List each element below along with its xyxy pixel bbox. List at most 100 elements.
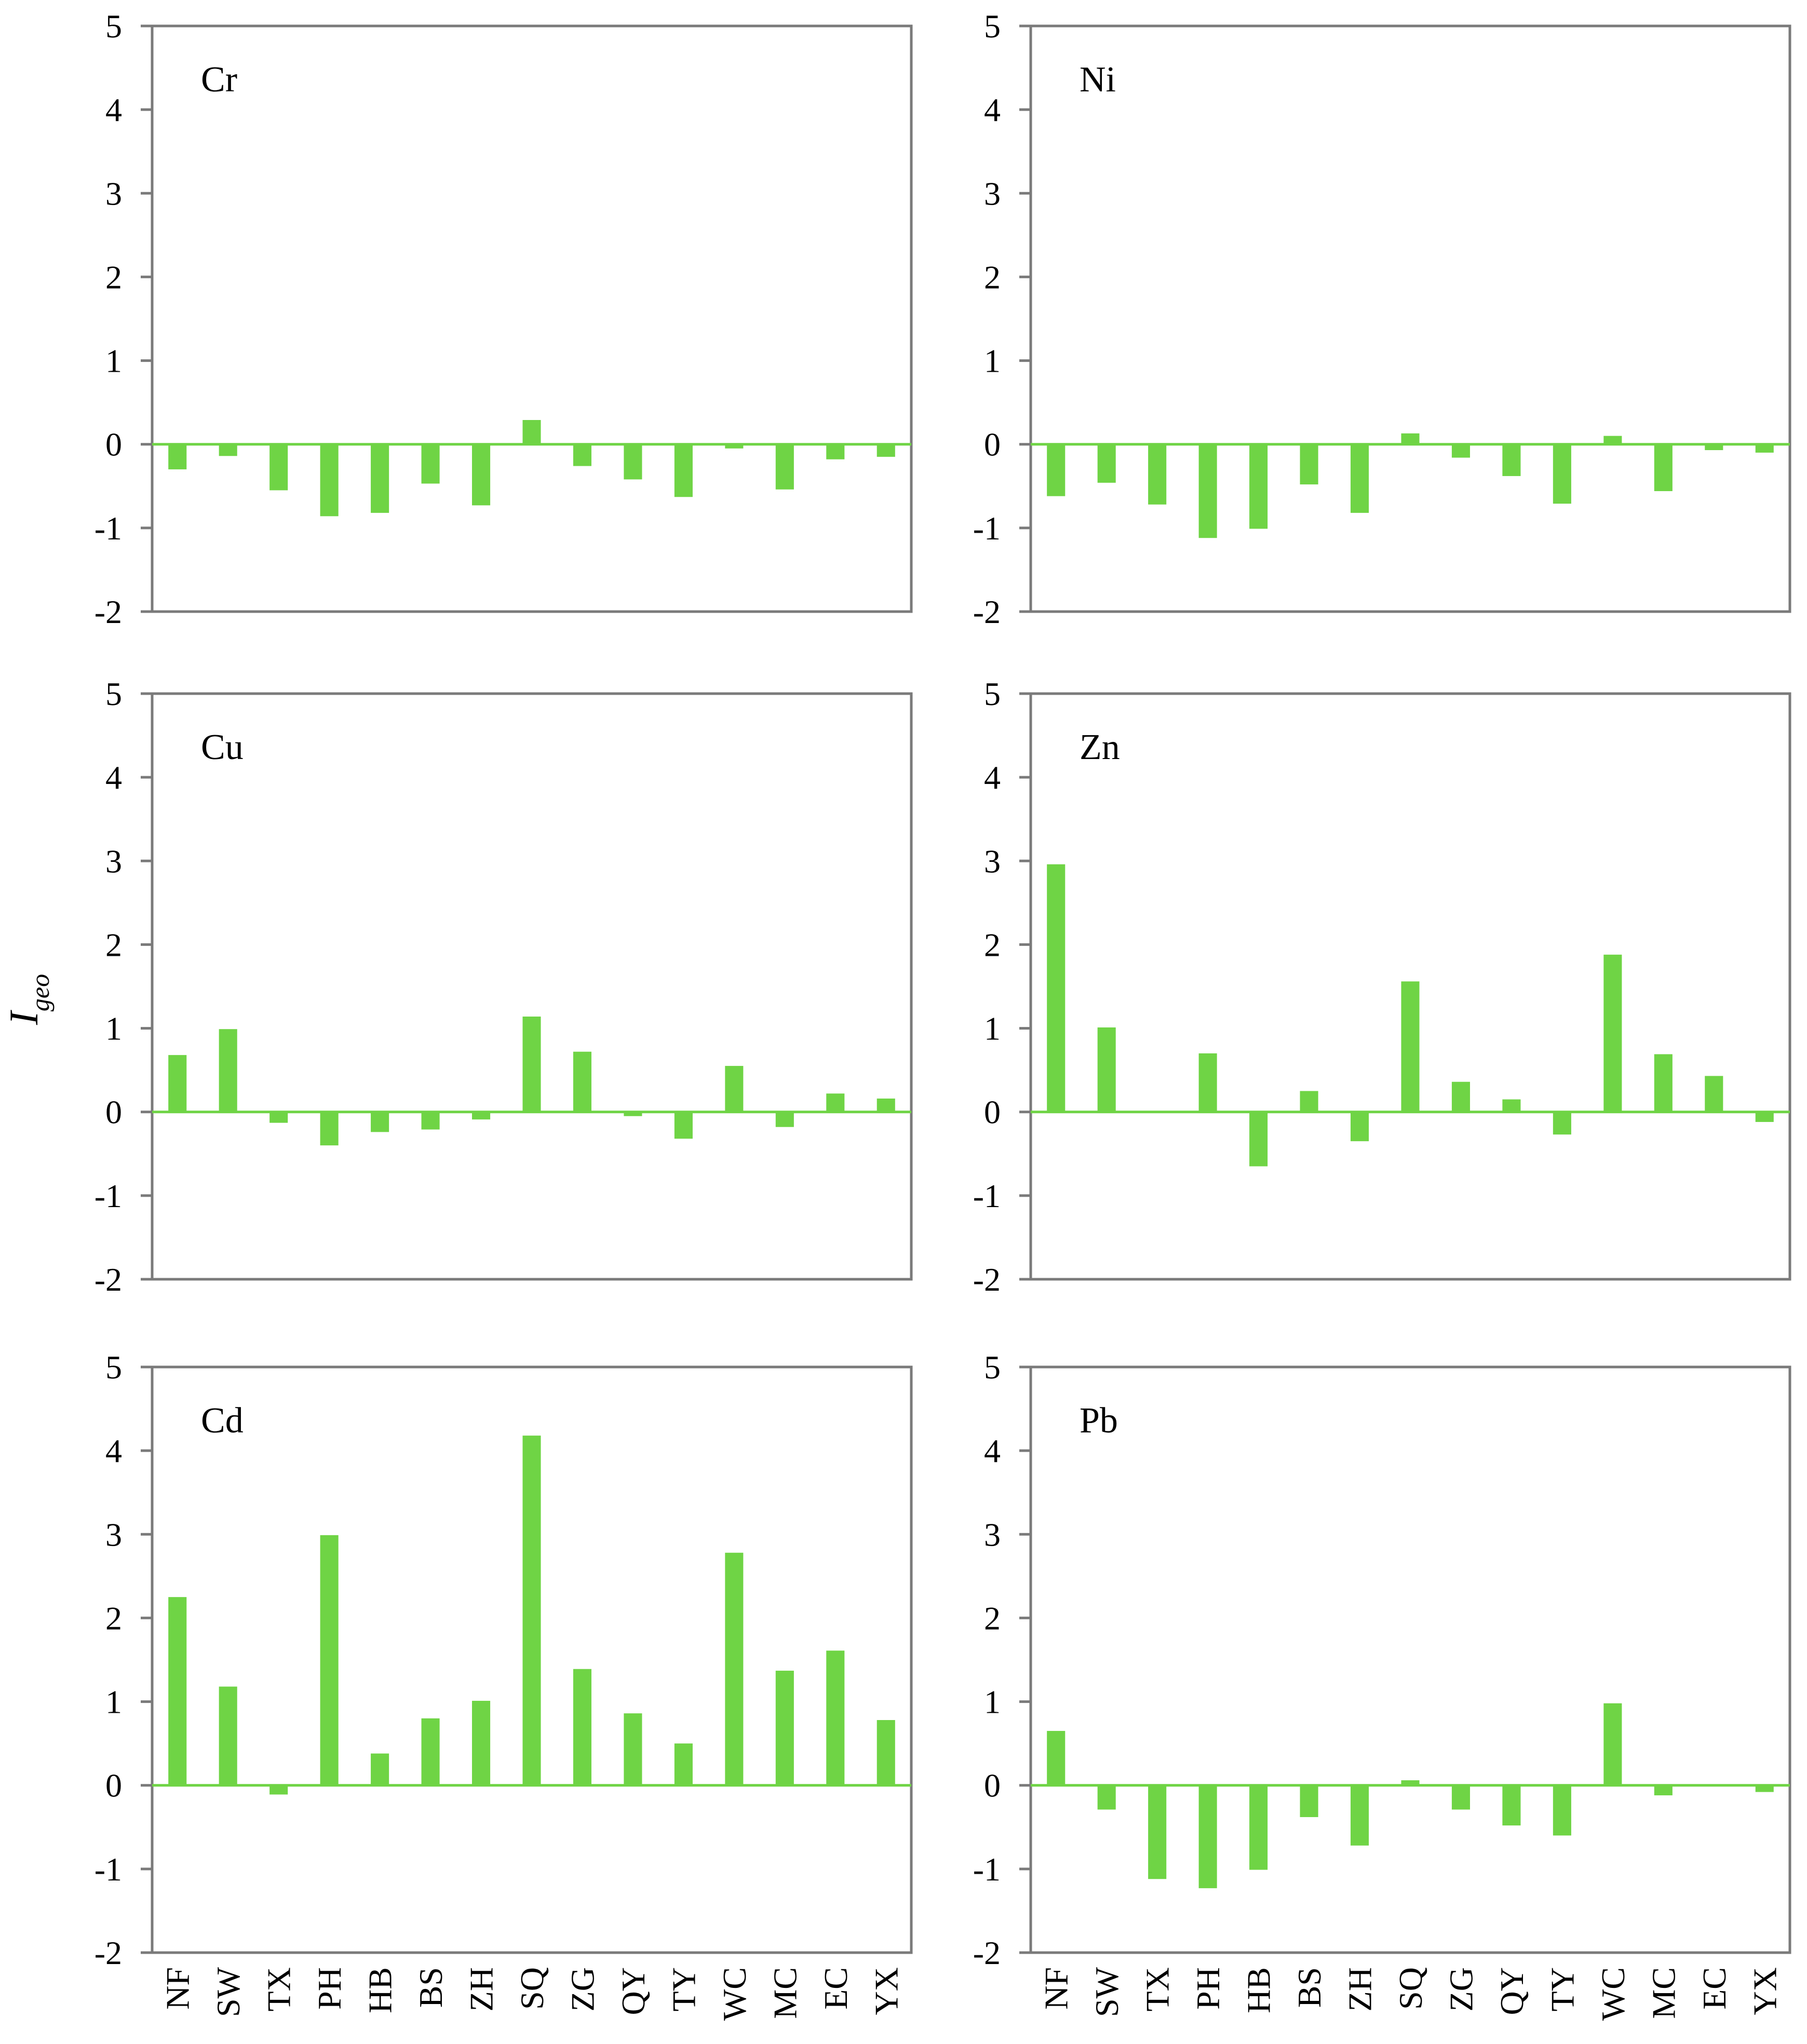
bar-nf — [168, 1055, 187, 1112]
y-tick-label: -1 — [973, 1177, 1001, 1214]
bar-qy — [1502, 1099, 1521, 1112]
panel-title: Pb — [1080, 1401, 1118, 1441]
y-axis-title: Igeo — [1, 974, 55, 1025]
bar-yx — [876, 444, 895, 457]
x-category-label: TX — [1139, 1967, 1176, 2011]
x-category-label: SW — [1088, 1967, 1125, 2017]
x-category-label: SQ — [1392, 1967, 1429, 2010]
y-tick-label: 1 — [984, 1010, 1001, 1047]
bar-sw — [219, 1686, 237, 1785]
panel-cr: 5 4 3 2 1 0 -1 -2 Cr — [95, 8, 913, 630]
y-tick-label: 3 — [105, 1516, 122, 1553]
bar-ty — [674, 1112, 693, 1139]
panel-pb: 5 4 3 2 1 0 -1 -2 Pb NF SW TX PH HB BS ZH SQ ZG QY TY WC MC EC… — [973, 1349, 1791, 2021]
x-category-label: QY — [1493, 1967, 1530, 2015]
x-category-label: ZH — [463, 1967, 500, 2011]
y-axis-title-main-text: I — [1, 1009, 46, 1025]
bar-tx — [269, 1785, 288, 1795]
bar-sq — [522, 1436, 541, 1785]
bar-wc — [725, 1552, 744, 1785]
bar-mc — [1654, 1054, 1673, 1112]
bar-wc — [725, 1066, 744, 1112]
bar-tx — [269, 444, 288, 491]
y-tick-label: 1 — [105, 343, 122, 380]
y-tick-label: 1 — [105, 1010, 122, 1047]
y-tick-label: -1 — [973, 510, 1001, 547]
bar-ec — [826, 1093, 845, 1112]
y-tick-label: 5 — [105, 8, 122, 45]
y-tick-label: -2 — [95, 1261, 122, 1298]
y-tick-label: 2 — [984, 259, 1001, 295]
x-category-label: PH — [311, 1967, 348, 2010]
bar-ty — [674, 444, 693, 497]
y-tick-label: -1 — [95, 1851, 122, 1888]
panel-title: Ni — [1080, 60, 1116, 100]
y-tick-label: 0 — [105, 426, 122, 463]
x-category-label: EC — [817, 1967, 854, 2010]
bar-bs — [421, 444, 440, 484]
y-tick-label: -1 — [95, 510, 122, 547]
y-tick-label: -1 — [973, 1851, 1001, 1888]
bar-nf — [168, 1597, 187, 1785]
plot-frame — [151, 1365, 913, 1954]
bar-qy — [1502, 444, 1521, 476]
y-tick-label: 0 — [984, 426, 1001, 463]
y-tick-label: 3 — [105, 843, 122, 879]
bar-wc — [1603, 1703, 1622, 1785]
x-category-label: HB — [362, 1967, 399, 2013]
plot-frame — [1029, 692, 1791, 1281]
bar-ph — [1198, 1785, 1217, 1888]
bar-ph — [1198, 1053, 1217, 1112]
bar-sw — [1097, 1027, 1116, 1112]
bar-ec — [826, 444, 845, 459]
panel-zn: 5 4 3 2 1 0 -1 -2 Zn — [973, 675, 1791, 1298]
panel-cu: 5 4 3 2 1 0 -1 -2 Cu — [95, 675, 913, 1298]
bar-sw — [1097, 444, 1116, 483]
y-tick-label: 2 — [105, 926, 122, 963]
bar-zh — [471, 1700, 491, 1785]
panel-title: Zn — [1080, 727, 1120, 767]
bar-ph — [1198, 444, 1217, 538]
y-tick-label: 4 — [105, 1432, 122, 1469]
bar-zh — [1350, 444, 1369, 513]
y-tick-label: 0 — [105, 1767, 122, 1804]
x-category-label: ZH — [1342, 1967, 1379, 2011]
y-tick-label: 4 — [984, 759, 1001, 796]
bar-tx — [1148, 1785, 1167, 1879]
bar-ec — [826, 1650, 845, 1785]
bar-tx — [269, 1112, 288, 1123]
bar-mc — [775, 444, 794, 490]
y-tick-label: 0 — [984, 1094, 1001, 1131]
bar-qy — [624, 1713, 642, 1785]
x-category-label: BS — [412, 1967, 449, 2008]
x-category-label: QY — [615, 1967, 652, 2015]
bar-yx — [1755, 444, 1774, 453]
x-category-label: SQ — [514, 1967, 550, 2010]
bar-ph — [320, 1535, 339, 1785]
bar-bs — [1300, 1785, 1318, 1817]
bar-ph — [320, 1112, 339, 1146]
plot-frame — [151, 692, 913, 1281]
bar-wc — [725, 444, 744, 449]
bar-ty — [674, 1743, 693, 1785]
bar-nf — [168, 444, 187, 470]
y-axis-title-main: Igeo — [1, 974, 55, 1025]
bar-mc — [775, 1112, 794, 1127]
bar-zg — [573, 444, 592, 466]
x-category-label: EC — [1696, 1967, 1733, 2010]
bar-wc — [1603, 436, 1622, 444]
bar-hb — [371, 1112, 389, 1132]
bar-mc — [775, 1670, 794, 1785]
y-tick-label: 3 — [984, 1516, 1001, 1553]
bar-yx — [876, 1720, 895, 1785]
bar-sq — [1401, 981, 1420, 1112]
y-tick-label: -2 — [973, 1934, 1001, 1971]
bar-sq — [1401, 1780, 1420, 1785]
bar-hb — [1249, 1785, 1268, 1870]
bar-bs — [1300, 444, 1318, 485]
bar-ty — [1553, 1785, 1571, 1836]
bar-yx — [876, 1098, 895, 1112]
x-category-label: SW — [210, 1967, 247, 2017]
x-category-label: TY — [1544, 1967, 1581, 2011]
